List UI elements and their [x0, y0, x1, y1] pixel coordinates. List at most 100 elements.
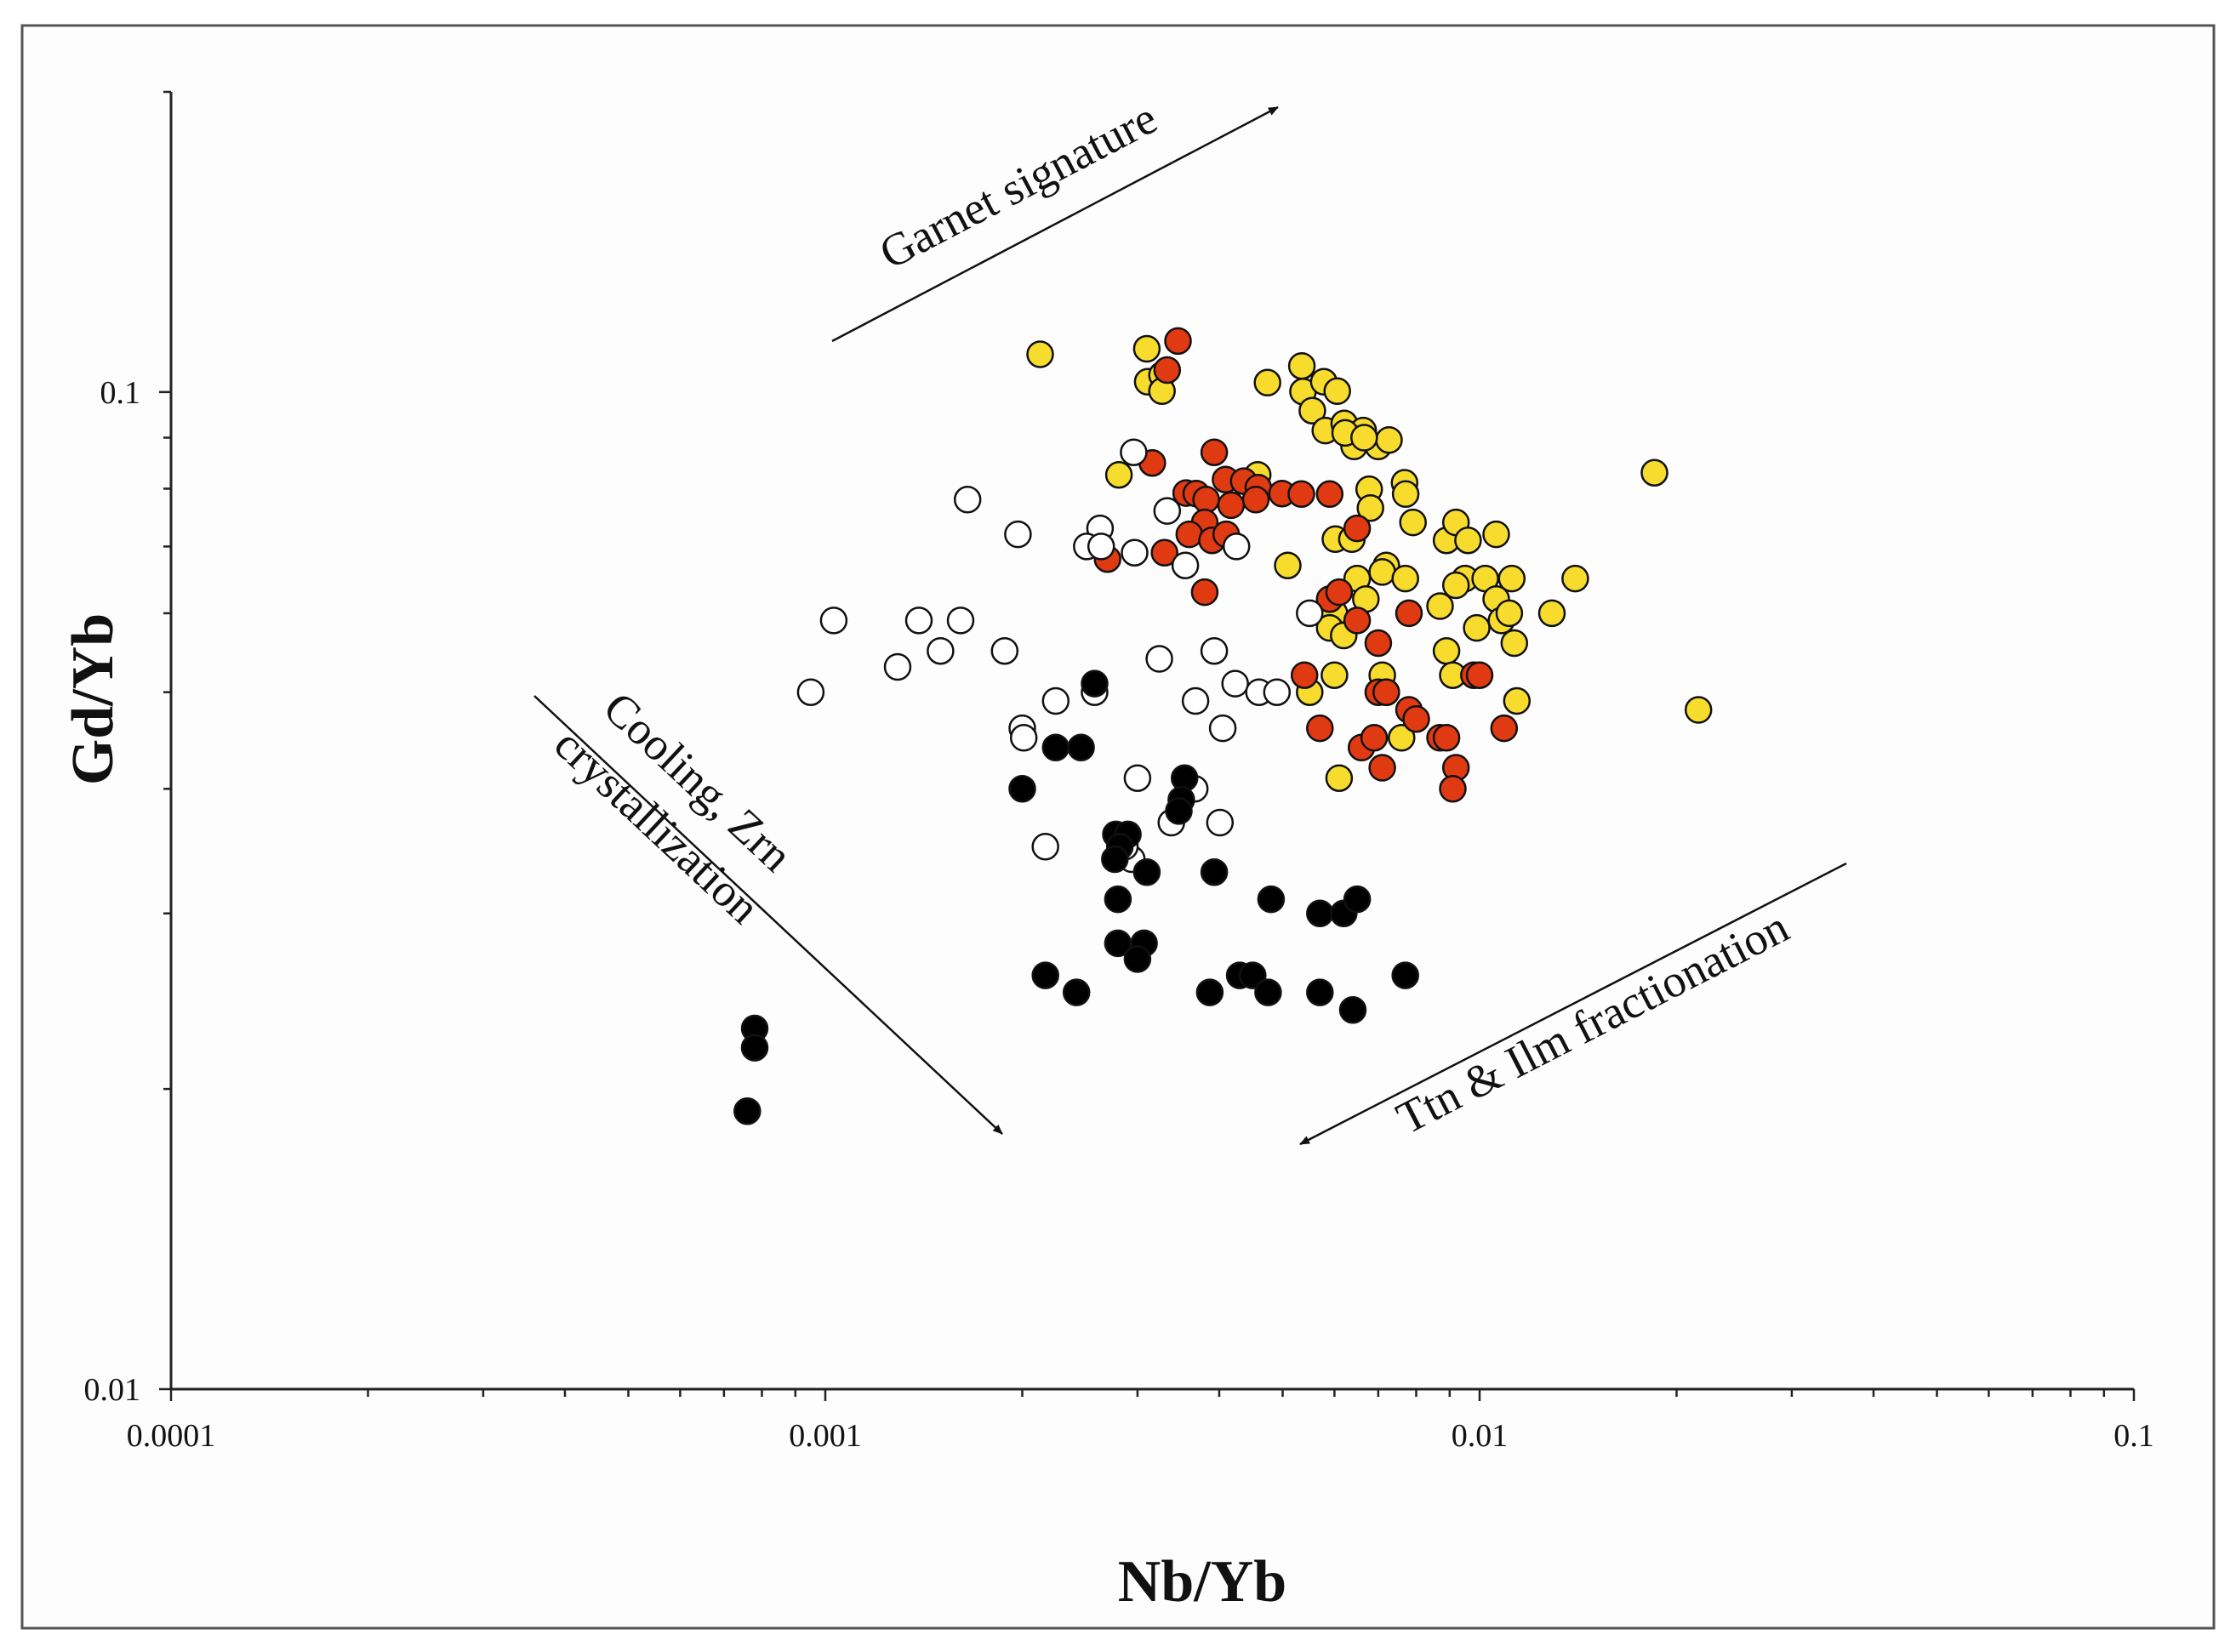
data-point-red [1364, 629, 1393, 658]
data-point-white [1009, 724, 1038, 752]
data-point-white [1041, 686, 1070, 715]
cooling-arrow [533, 695, 1003, 1135]
x-tick-label: 0.001 [789, 1418, 862, 1454]
data-point-white [1171, 551, 1200, 579]
data-point-white [953, 486, 982, 514]
data-point-yellow [1399, 508, 1427, 537]
data-point-black [1101, 845, 1129, 874]
data-point-red [1150, 538, 1178, 567]
data-point-yellow [1454, 526, 1482, 555]
data-point-white [946, 607, 975, 635]
data-point-red [1439, 775, 1467, 803]
data-point-white [1031, 833, 1059, 861]
data-point-red [1432, 724, 1461, 752]
data-point-black [1067, 733, 1095, 762]
data-point-yellow [1253, 368, 1281, 397]
data-point-white [883, 652, 912, 681]
data-point-red [1175, 520, 1204, 549]
data-point-yellow [1537, 599, 1566, 628]
data-point-black [1239, 961, 1267, 989]
data-point-yellow [1441, 571, 1470, 600]
y-axis-title: Gd/Yb [60, 613, 126, 785]
data-point-red [1490, 714, 1519, 743]
y-tick-label: 0.1 [100, 375, 141, 411]
data-point-red [1395, 599, 1423, 628]
data-point-yellow [1320, 661, 1349, 689]
data-point-black [1165, 797, 1193, 825]
data-point-black [1062, 978, 1091, 1006]
data-point-yellow [1503, 686, 1532, 715]
garnet-arrow [831, 105, 1279, 343]
data-point-red [1153, 356, 1182, 385]
data-point-yellow [1368, 558, 1396, 586]
data-point-white [1004, 520, 1032, 549]
data-point-white [1222, 533, 1251, 561]
data-point-black [1104, 885, 1132, 914]
data-point-red [1190, 578, 1219, 607]
data-point-yellow [1323, 377, 1351, 406]
data-point-red [1402, 704, 1430, 733]
data-point-white [1123, 764, 1152, 792]
data-point-white [1181, 686, 1210, 715]
data-point-yellow [1298, 396, 1326, 424]
data-point-yellow [1500, 629, 1529, 658]
data-point-yellow [1684, 696, 1713, 724]
data-point-yellow [1463, 613, 1491, 642]
data-point-black [1391, 961, 1419, 989]
data-point-black [1343, 885, 1372, 914]
data-point-black [1195, 978, 1224, 1006]
data-point-black [1257, 885, 1286, 914]
data-point-black [740, 1034, 769, 1062]
data-point-red [1200, 438, 1229, 466]
data-point-red [1325, 578, 1354, 607]
data-point-white [1120, 438, 1148, 466]
data-point-black [1254, 978, 1282, 1006]
data-point-yellow [1274, 551, 1302, 579]
data-point-black [1008, 775, 1036, 803]
data-point-red [1343, 514, 1372, 543]
data-point-yellow [1482, 520, 1510, 549]
data-point-red [1192, 486, 1220, 514]
data-point-yellow [1388, 724, 1416, 752]
data-point-white [1145, 645, 1173, 673]
data-point-black [1123, 945, 1152, 973]
data-point-white [1206, 808, 1235, 837]
data-point-black [1031, 961, 1059, 989]
data-point-red [1343, 607, 1372, 635]
data-point-yellow [1391, 480, 1420, 509]
data-point-yellow [1287, 351, 1316, 380]
data-point-yellow [1104, 460, 1133, 489]
data-point-white [819, 607, 848, 635]
x-tick-label: 0.01 [1452, 1418, 1509, 1454]
data-point-red [1315, 480, 1344, 509]
data-point-white [927, 636, 955, 665]
data-point-yellow [1350, 424, 1378, 452]
data-point-red [1164, 327, 1192, 356]
data-point-white [1296, 599, 1324, 628]
data-point-black [1132, 857, 1161, 886]
data-point-red [1372, 678, 1400, 706]
data-point-yellow [1497, 564, 1526, 593]
data-point-white [1208, 714, 1237, 743]
data-point-white [1153, 497, 1182, 525]
data-point-white [1087, 533, 1115, 561]
data-point-yellow [1640, 459, 1668, 487]
x-tick-label: 0.0001 [127, 1418, 216, 1454]
data-point-red [1241, 486, 1270, 514]
data-point-yellow [1132, 334, 1161, 363]
data-points [733, 327, 1713, 1125]
data-point-red [1287, 480, 1315, 509]
data-point-red [1217, 491, 1246, 520]
data-point-black [1338, 996, 1367, 1024]
ttn-arrow [1299, 862, 1847, 1146]
axis-ticks [159, 90, 2136, 1401]
data-point-red [1290, 661, 1319, 689]
data-point-white [1221, 669, 1249, 698]
data-point-white [1263, 678, 1292, 706]
data-point-black [1200, 857, 1229, 886]
data-point-white [904, 607, 933, 635]
data-point-white [796, 678, 825, 706]
data-point-black [1306, 978, 1334, 1006]
